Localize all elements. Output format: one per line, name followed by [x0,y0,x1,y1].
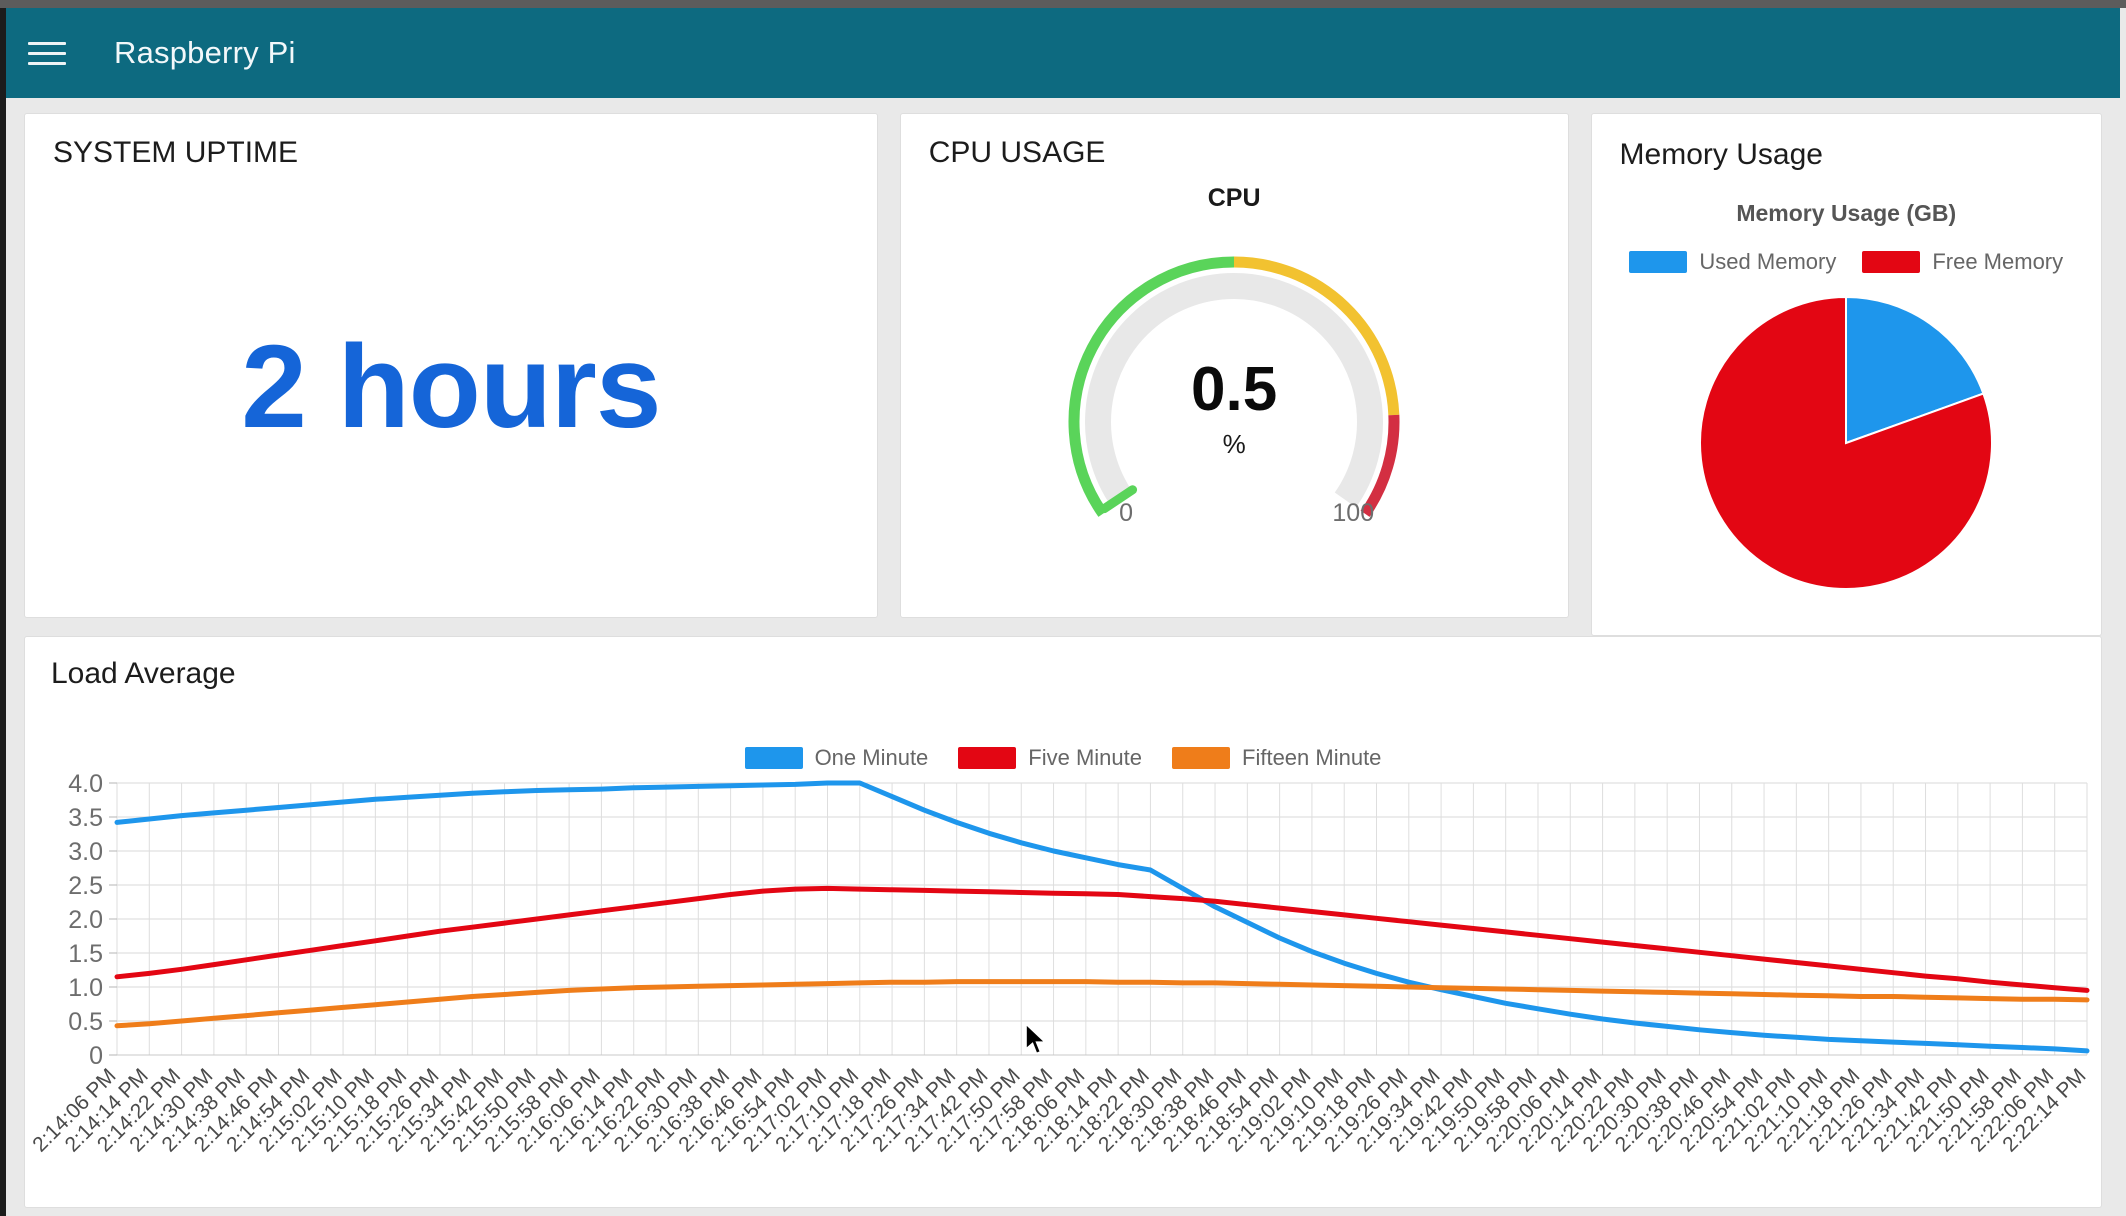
legend-swatch [958,747,1017,769]
series-line[interactable] [114,780,2090,1054]
card-load-average: Load Average One Minute Five Minute Fiftee… [24,636,2102,1208]
hamburger-menu-icon[interactable] [28,35,74,71]
pie-slice[interactable] [1699,295,1994,590]
gauge-track [1085,273,1384,508]
legend-swatch [1629,251,1688,273]
gauge-zone [1360,414,1400,517]
pie-slice[interactable] [1845,295,1985,445]
legend-item[interactable]: Five Minute [958,745,1142,771]
uptime-value: 2 hours [241,321,661,453]
y-tick-label: 2.5 [68,872,103,900]
gauge-zone [1234,256,1400,416]
legend-item[interactable]: Used Memory [1629,249,1836,275]
memory-legend: Used Memory Free Memory [1629,249,2063,275]
memory-card-title: Memory Usage [1619,138,1823,171]
load-legend: One Minute Five Minute Fifteen Minute [25,745,2101,771]
uptime-card-title: SYSTEM UPTIME [53,136,299,169]
y-tick-label: 3.5 [68,804,103,832]
memory-pie-chart [1699,295,1994,590]
y-tick-label: 1.5 [68,940,103,968]
gauge-svg [1068,256,1400,517]
legend-label: Used Memory [1699,249,1837,274]
gauge-needle [1099,485,1138,514]
legend-label: Five Minute [1028,745,1143,770]
cpu-gauge: CPU 0.5 % 0 100 [901,184,1568,547]
y-tick-label: 1.0 [68,974,103,1002]
memory-chart: Memory Usage (GB) Used Memory Free Memory [1592,200,2101,593]
legend-item[interactable]: Free Memory [1862,249,2063,275]
load-line-chart: 00.51.01.52.02.53.03.54.0 2:14:06 PM2:14… [28,770,2090,1156]
page-title: Raspberry Pi [114,35,296,70]
legend-label: One Minute [814,745,929,770]
app-header: Raspberry Pi [6,8,2120,98]
load-card-title: Load Average [51,657,236,690]
card-memory-usage: Memory Usage Memory Usage (GB) Used Memo… [1590,113,2102,636]
dashboard-page: Raspberry Pi SYSTEM UPTIME 2 hours CPU U… [6,8,2126,1216]
legend-swatch [1172,747,1231,769]
gauge-graphic: 0.5 % 0 100 [1034,217,1434,547]
gauge-label: CPU [1207,184,1261,212]
cards-row: SYSTEM UPTIME 2 hours CPU USAGE CPU 0.5 [6,98,2120,636]
gauge-min-label: 0 [1119,499,1134,527]
cpu-card-title: CPU USAGE [928,136,1106,169]
legend-swatch [1862,251,1921,273]
y-tick-label: 0.5 [68,1008,103,1036]
window-chrome-left [0,8,6,1216]
y-tick-label: 3.0 [68,838,103,866]
memory-chart-title: Memory Usage (GB) [1736,200,1957,226]
window-chrome-top [0,0,2126,8]
y-tick-label: 2.0 [68,906,103,934]
gauge-zone [1068,256,1235,517]
load-chart-area: 0 0.5 1.0 1.5 2.0 2.5 3.0 3.5 4.0 2:14:06 PM 2:14… [25,765,2101,1205]
gauge-max-label: 100 [1332,499,1375,527]
legend-swatch [744,747,803,769]
y-tick-label: 4.0 [68,770,103,798]
series-line[interactable] [114,979,2090,1029]
card-system-uptime: SYSTEM UPTIME 2 hours [24,113,878,618]
legend-label: Fifteen Minute [1242,745,1382,770]
legend-item[interactable]: One Minute [744,745,929,771]
legend-item[interactable]: Fifteen Minute [1172,745,1381,771]
y-tick-label: 0 [89,1042,103,1070]
card-cpu-usage: CPU USAGE CPU 0.5 % 0 100 [899,113,1569,618]
series-line[interactable] [114,885,2090,993]
legend-label: Free Memory [1932,249,2064,274]
